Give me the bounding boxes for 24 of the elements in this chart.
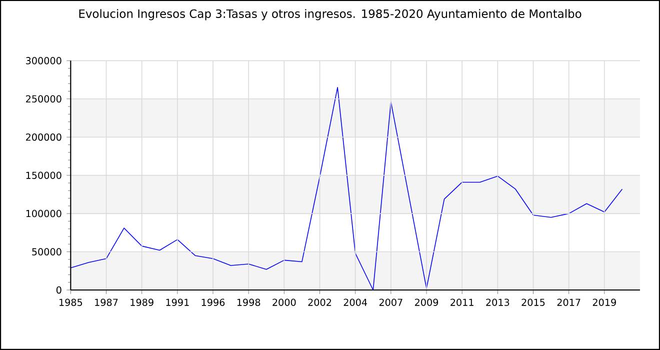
y-tick-label: 200000 [26,133,62,141]
x-tick-label: 2004 [344,298,367,306]
x-tick-label: 1996 [202,298,225,306]
y-tick-label: 0 [56,286,62,294]
y-tick-label: 100000 [26,210,62,218]
y-tick-label: 300000 [26,57,62,64]
x-tick-label: 1989 [130,298,154,306]
x-tick-label: 1998 [237,298,260,306]
x-tick-label: 1991 [166,298,189,306]
x-tick-label: 2017 [557,298,580,306]
y-tick-label: 50000 [32,248,62,256]
y-tick-label: 150000 [26,172,62,179]
x-tick-label: 2000 [272,298,296,306]
x-tick-label: 2013 [486,298,510,306]
x-tick-label: 2007 [379,298,402,306]
x-tick-label: 2019 [592,298,616,306]
x-tick-label: 1985 [59,298,82,306]
chart-title: Evolucion Ingresos Cap 3:Tasas y otros ingresos. 1985-2020 Ayuntamiento de Montalbo [79,9,582,20]
x-tick-label: 2011 [450,298,474,306]
x-tick-label: 2002 [308,298,331,306]
y-tick-label: 250000 [26,95,62,103]
x-tick-label: 1987 [95,298,118,306]
x-tick-label: 2009 [414,298,438,306]
x-tick-label: 2015 [522,298,545,306]
